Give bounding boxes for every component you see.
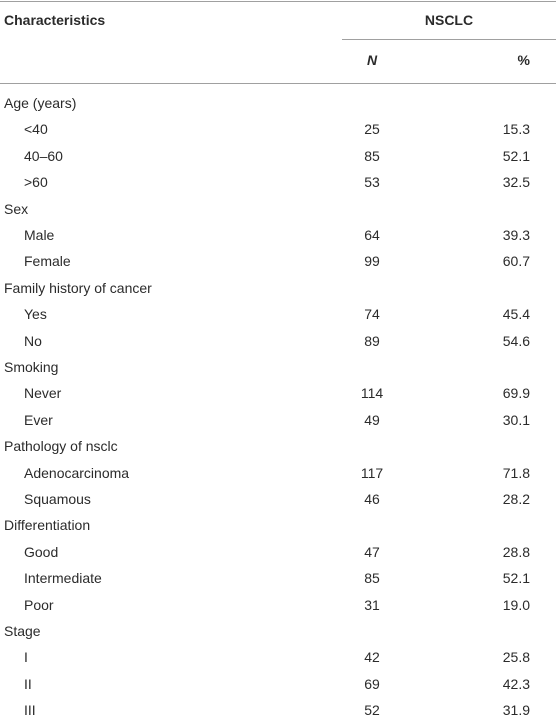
cell-pct: 60.7 <box>502 253 530 270</box>
cell-n: 117 <box>360 464 384 481</box>
row-label: Ever <box>24 411 53 428</box>
row-label: I <box>24 649 28 666</box>
cell-pct: 39.3 <box>502 227 530 243</box>
cell-pct: 69.9 <box>502 385 530 402</box>
cell-n: 99 <box>364 253 380 270</box>
cell-pct: 30.1 <box>502 411 530 428</box>
cell-n: 53 <box>364 174 380 191</box>
group-label: Smoking <box>4 359 59 375</box>
cell-pct: 25.8 <box>502 649 530 666</box>
cell-pct: 54.6 <box>502 332 530 349</box>
cell-n: 31 <box>364 596 380 613</box>
cell-pct: 52.1 <box>502 147 530 164</box>
rule-header <box>0 83 556 84</box>
cell-n: 74 <box>364 306 380 323</box>
row-label: Never <box>24 385 62 402</box>
header-label: Characteristics <box>4 12 106 28</box>
cell-pct: 45.4 <box>502 306 530 323</box>
rule-top <box>0 1 556 2</box>
row-label: II <box>24 675 32 692</box>
group-label: Age (years) <box>4 95 77 111</box>
cell-pct: 52.1 <box>502 570 530 587</box>
cell-n: 47 <box>364 543 380 560</box>
cell-pct: 28.2 <box>502 491 530 507</box>
cell-n: 89 <box>364 332 380 349</box>
group-label: Stage <box>4 623 41 639</box>
cell-n: 25 <box>364 121 380 138</box>
cell-pct: 32.5 <box>502 174 530 191</box>
cell-n: 85 <box>364 147 380 164</box>
group-label: Sex <box>4 200 29 217</box>
group-label: Differentiation <box>4 517 91 534</box>
row-label: Female <box>24 253 71 270</box>
cell-n: 52 <box>364 702 380 718</box>
row-label: Male <box>24 227 55 243</box>
cell-pct: 28.8 <box>502 543 530 560</box>
row-label: No <box>24 332 42 349</box>
row-label: Intermediate <box>24 570 102 587</box>
row-label: Adenocarcinoma <box>24 464 130 481</box>
group-label: Pathology of nsclc <box>4 438 118 455</box>
row-label: >60 <box>24 174 48 191</box>
row-label: Poor <box>24 596 54 613</box>
cell-pct: 15.3 <box>502 121 530 138</box>
cell-n: 42 <box>364 649 380 666</box>
header-n: N <box>366 52 378 68</box>
cell-n: 85 <box>364 570 380 587</box>
row-label: III <box>24 702 36 718</box>
cell-n: 49 <box>364 411 380 428</box>
row-label: Good <box>24 543 59 560</box>
cell-n: 46 <box>364 491 380 507</box>
cell-n: 114 <box>360 385 384 402</box>
cell-pct: 19.0 <box>502 596 530 613</box>
cell-pct: 31.9 <box>502 702 530 718</box>
row-label: Yes <box>24 306 47 323</box>
cell-pct: 42.3 <box>502 675 530 692</box>
cell-n: 69 <box>364 675 380 692</box>
row-label: 40–60 <box>24 147 63 164</box>
row-label: Squamous <box>24 491 91 507</box>
cell-n: 64 <box>364 227 380 243</box>
cell-pct: 71.8 <box>502 464 530 481</box>
group-label: Family history of cancer <box>4 279 152 296</box>
header-group: NSCLC <box>424 12 474 28</box>
row-label: <40 <box>24 121 48 138</box>
rule-group <box>342 39 556 40</box>
header-pct: % <box>517 52 530 68</box>
